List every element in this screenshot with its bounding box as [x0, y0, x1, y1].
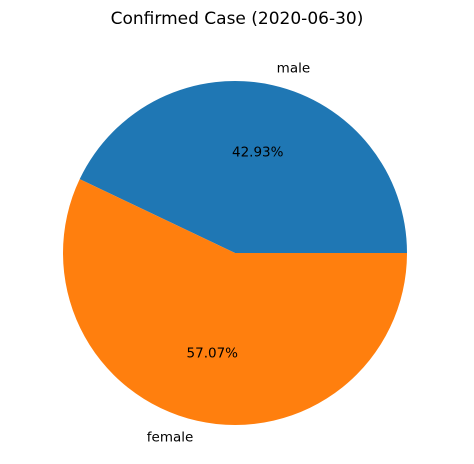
slice-percent-male: 42.93%: [232, 144, 284, 160]
chart-title: Confirmed Case (2020-06-30): [110, 9, 364, 29]
pie-slice-male: [79, 80, 407, 253]
slice-label-female: female: [147, 430, 194, 446]
slice-label-male: male: [277, 60, 310, 76]
pie-slice-female: [63, 179, 408, 425]
slice-percent-female: 57.07%: [187, 346, 239, 362]
